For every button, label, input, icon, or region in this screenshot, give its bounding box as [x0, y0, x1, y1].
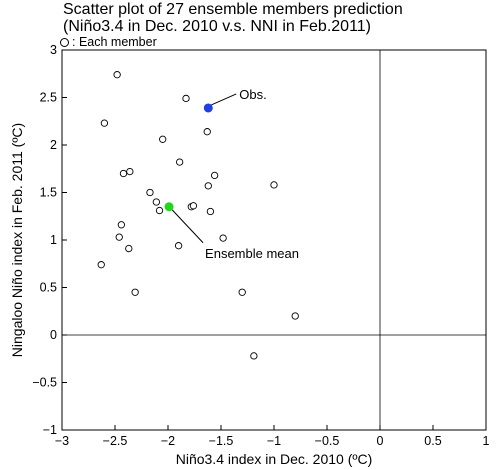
member-point [270, 181, 278, 189]
ensemble-mean-label: Ensemble mean [205, 246, 299, 261]
x-tick-label: −2.5 [103, 434, 128, 448]
y-tick-label: 1 [50, 233, 57, 247]
member-point [189, 202, 198, 210]
x-tick-label: 1 [483, 434, 490, 448]
y-axis-label: Ningaloo Niño index in Feb. 2011 (ºC) [9, 123, 25, 357]
member-point [238, 288, 246, 296]
member-point [131, 288, 139, 296]
member-point [203, 128, 211, 136]
x-tick-label: −1.5 [209, 434, 234, 448]
member-point [115, 233, 123, 241]
x-axis-label: Niño3.4 index in Dec. 2010 (ºC) [176, 451, 373, 467]
member-point [113, 71, 121, 79]
x-tick-label: −2 [161, 434, 175, 448]
obs-leader-line [211, 93, 237, 106]
chart-title: Scatter plot of 27 ensemble members pred… [63, 1, 403, 35]
member-point [206, 207, 215, 216]
member-point [210, 171, 219, 180]
x-tick-label: 0.5 [424, 434, 441, 448]
ensemble-mean-leader-line [171, 209, 204, 244]
zero-lines [62, 50, 486, 430]
member-point [182, 94, 190, 103]
member-point [100, 119, 109, 127]
x-tick-label: 0 [377, 434, 384, 448]
member-point [250, 352, 258, 360]
member-point [291, 312, 299, 320]
y-tick-label: −1 [43, 423, 57, 437]
y-tick-label: 0.5 [40, 281, 57, 295]
member-point [119, 169, 128, 178]
member-point [204, 182, 212, 190]
member-point [117, 221, 126, 229]
ensemble-mean-point [164, 202, 174, 212]
member-point [159, 135, 167, 143]
member-point [97, 261, 105, 269]
member-point [125, 244, 133, 253]
obs-point [203, 103, 213, 113]
legend-note-text: : Each member [72, 35, 157, 49]
title-line-2: (Niño3.4 in Dec. 2010 v.s. NNI in Feb.20… [63, 18, 371, 35]
x-axis-ticks: −3 −2.5 −2 −1.5 −1 −0.5 0 0.5 1 [55, 425, 490, 448]
x-tick-label: −0.5 [315, 434, 340, 448]
member-point [219, 234, 227, 242]
x-tick-label: −1 [267, 434, 281, 448]
y-tick-label: 0 [50, 328, 57, 342]
member-point [176, 158, 184, 166]
y-tick-label: −0.5 [32, 376, 57, 390]
member-point [146, 188, 154, 197]
y-axis-ticks: −1 −0.5 0 0.5 1 1.5 2 2.5 3 [32, 43, 67, 437]
y-tick-label: 3 [50, 43, 57, 57]
member-points [97, 71, 299, 360]
title-line-1: Scatter plot of 27 ensemble members pred… [63, 1, 403, 18]
plot-frame [61, 49, 487, 431]
member-marker-icon [60, 37, 69, 47]
member-point [155, 206, 164, 215]
member-point [126, 167, 134, 176]
y-tick-label: 2 [50, 138, 57, 152]
y-tick-label: 2.5 [40, 91, 57, 105]
x-tick-label: −3 [55, 434, 69, 448]
annotations: Obs. Ensemble mean [164, 87, 299, 261]
obs-label: Obs. [239, 87, 266, 102]
member-point [152, 198, 160, 206]
legend-note: : Each member [60, 35, 157, 49]
y-tick-label: 1.5 [40, 186, 57, 200]
member-point [174, 242, 183, 250]
